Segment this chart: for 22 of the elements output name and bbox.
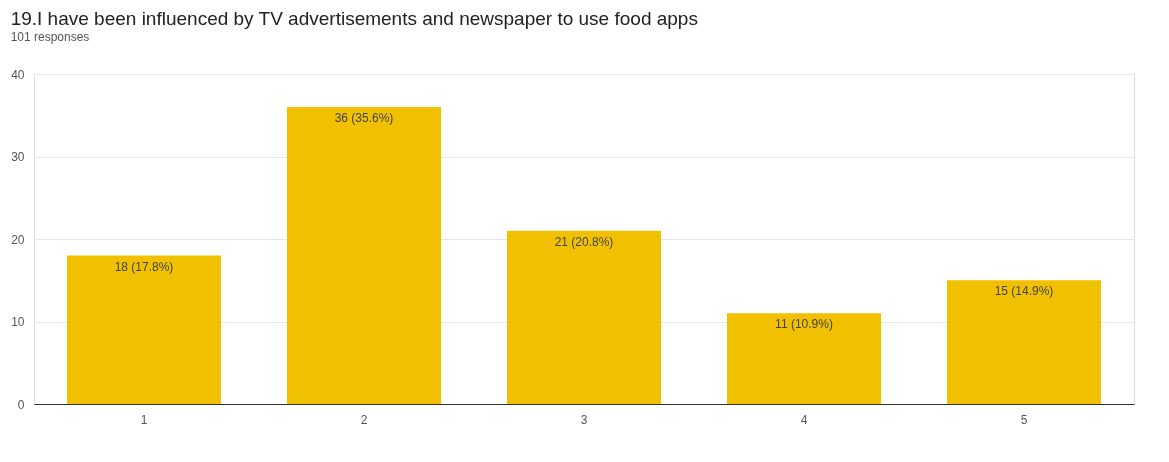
y-tick-label: 30: [11, 150, 25, 164]
y-tick-label: 10: [11, 315, 25, 329]
y-tick-label: 40: [11, 67, 25, 82]
x-tick-label: 2: [360, 412, 368, 427]
data-label: 21 (20.8%): [554, 234, 614, 249]
x-tick-label: 3: [580, 412, 588, 427]
bar: [947, 280, 1101, 404]
chart-subtitle: 101 responses: [10, 30, 90, 44]
data-label: 11 (10.9%): [775, 317, 833, 332]
x-tick-label: 4: [800, 412, 808, 427]
chart-title: 19.I have been influenced by TV advertisements and newspaper to use food apps: [10, 8, 698, 29]
x-tick-label: 1: [140, 412, 148, 427]
data-label: 36 (35.6%): [334, 111, 394, 125]
bar: [67, 255, 221, 404]
y-tick-label: 0: [17, 397, 25, 412]
x-tick-label: 5: [1020, 412, 1028, 427]
bar: [287, 107, 441, 404]
y-tick-label: 20: [11, 232, 25, 247]
bar: [727, 313, 881, 404]
data-label: 15 (14.9%): [994, 284, 1054, 299]
bar: [507, 230, 661, 404]
data-label: 18 (17.8%): [114, 259, 174, 274]
